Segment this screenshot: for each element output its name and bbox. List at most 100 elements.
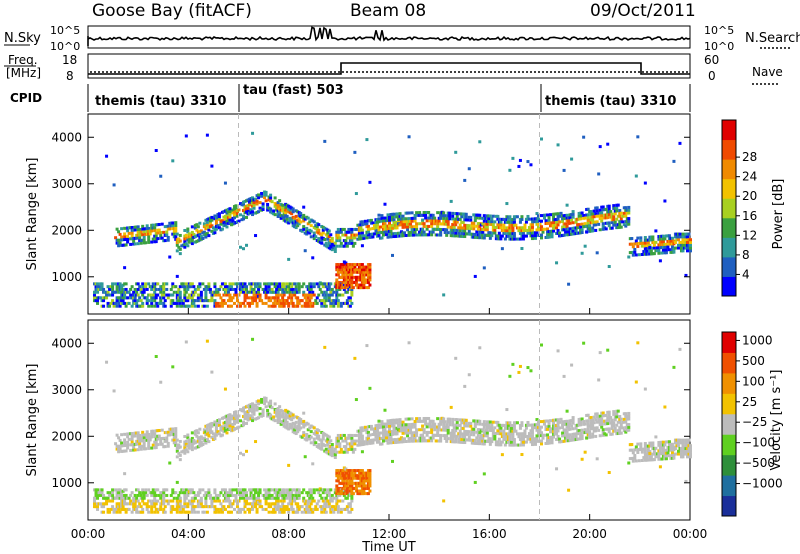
data-cell [156,301,160,305]
data-cell [485,431,489,435]
data-cell [357,270,361,274]
data-cell [454,437,458,441]
data-cell [248,417,252,421]
data-cell [115,447,119,451]
data-cell [482,420,486,424]
data-cell [202,505,206,509]
data-cell [193,505,197,509]
data-cell [327,296,331,300]
data-cell [481,227,485,231]
data-cell [452,434,456,438]
data-cell [118,241,122,245]
data-cell [464,429,468,433]
data-cell [213,499,217,503]
data-cell [345,474,349,478]
data-cell [565,219,569,223]
data-cell [570,438,574,442]
data-cell [320,488,324,492]
data-cell [296,496,300,500]
data-cell [93,282,97,286]
data-cell [276,285,280,289]
data-cell [159,505,163,509]
data-cell [315,301,319,305]
data-cell [541,436,545,440]
data-cell [678,232,682,236]
data-cell [135,233,139,237]
data-cell [487,231,491,235]
data-cell [368,386,372,390]
data-cell [664,245,668,249]
data-cell [469,232,473,236]
data-cell [421,436,425,440]
data-cell [530,423,534,427]
data-cell [126,432,130,436]
data-cell [344,241,348,245]
data-cell [214,422,218,426]
data-cell [255,199,259,203]
data-cell [667,242,671,246]
data-cell [360,228,364,232]
data-cell [148,491,152,495]
colorbar-segment [722,139,736,160]
data-cell [511,424,515,428]
data-cell [342,469,346,473]
data-cell [163,239,167,243]
data-cell [94,505,98,509]
data-cell [187,282,191,286]
data-cell [381,425,385,429]
data-cell [312,437,316,441]
data-cell [330,239,334,243]
data-cell [348,239,352,243]
data-cell [425,219,429,223]
data-cell [601,225,605,229]
data-cell [430,224,434,228]
data-cell [234,488,238,492]
data-cell [327,493,331,497]
data-cell [165,439,169,443]
data-cell [395,426,399,430]
data-cell [484,225,488,229]
data-cell [138,439,142,443]
data-cell [120,290,124,294]
data-cell [362,486,366,490]
data-cell [661,234,665,238]
data-cell [127,290,131,294]
data-cell [246,290,250,294]
data-cell [419,433,423,437]
data-cell [294,285,298,289]
data-cell [366,484,370,488]
data-cell [276,493,280,497]
data-cell [279,304,283,308]
data-cell [527,423,531,427]
data-cell [266,496,270,500]
data-cell [124,449,128,453]
data-cell [235,282,239,286]
data-cell [187,443,191,447]
data-cell [415,439,419,443]
data-cell [184,505,188,509]
data-cell [235,491,239,495]
data-cell [383,202,387,206]
data-cell [139,436,143,440]
data-cell [120,502,124,506]
data-cell [165,293,169,297]
data-cell [445,434,449,438]
data-cell [457,231,461,235]
data-cell [148,293,152,297]
data-cell [281,285,285,289]
data-cell [685,235,689,239]
data-cell [275,202,279,206]
data-cell [242,496,246,500]
data-cell [335,507,339,511]
data-cell [270,287,274,291]
data-cell [335,469,339,473]
data-cell [270,296,274,300]
data-cell [239,493,243,497]
data-cell [192,285,196,289]
data-cell [139,241,143,245]
data-cell [201,304,205,308]
data-cell [228,207,232,211]
data-cell [312,293,316,297]
data-cell [151,293,155,297]
data-cell [383,224,387,228]
